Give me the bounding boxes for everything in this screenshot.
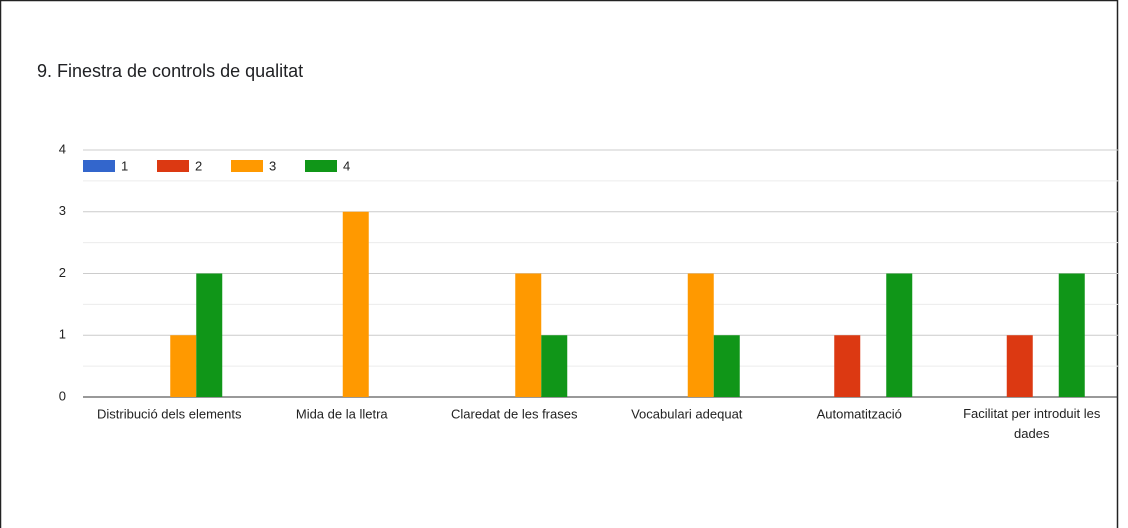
x-tick-label: Facilitat per introduit les dades (963, 406, 1101, 441)
legend-label: 1 (121, 158, 128, 173)
legend-label: 2 (195, 158, 202, 173)
x-tick-label: Mida de la lletra (296, 406, 389, 421)
bar (713, 335, 740, 397)
bar (1006, 335, 1033, 397)
x-tick-label-line: dades (1014, 426, 1050, 441)
y-tick-label: 0 (59, 388, 66, 403)
y-tick-label: 1 (59, 327, 66, 342)
bar (834, 335, 861, 397)
legend-swatch (157, 160, 189, 172)
legend-label: 4 (343, 158, 350, 173)
y-tick-label: 3 (59, 203, 66, 218)
bar (687, 273, 714, 397)
bar (886, 273, 913, 397)
y-tick-label: 2 (59, 265, 66, 280)
legend-swatch (83, 160, 115, 172)
bar (515, 273, 542, 397)
bar (1058, 273, 1085, 397)
x-tick-label: Vocabulari adequat (631, 406, 743, 421)
legend-swatch (231, 160, 263, 172)
x-tick-label: Automatització (817, 406, 902, 421)
x-tick-label: Claredat de les frases (451, 406, 578, 421)
legend-swatch (305, 160, 337, 172)
x-tick-label: Distribució dels elements (97, 406, 242, 421)
y-tick-label: 4 (59, 141, 66, 156)
chart-title: 9. Finestra de controls de qualitat (37, 61, 303, 81)
bar (541, 335, 568, 397)
bar (342, 211, 369, 397)
legend-label: 3 (269, 158, 276, 173)
x-tick-label-line: Facilitat per introduit les (963, 406, 1101, 421)
bar (170, 335, 197, 397)
bar (196, 273, 223, 397)
